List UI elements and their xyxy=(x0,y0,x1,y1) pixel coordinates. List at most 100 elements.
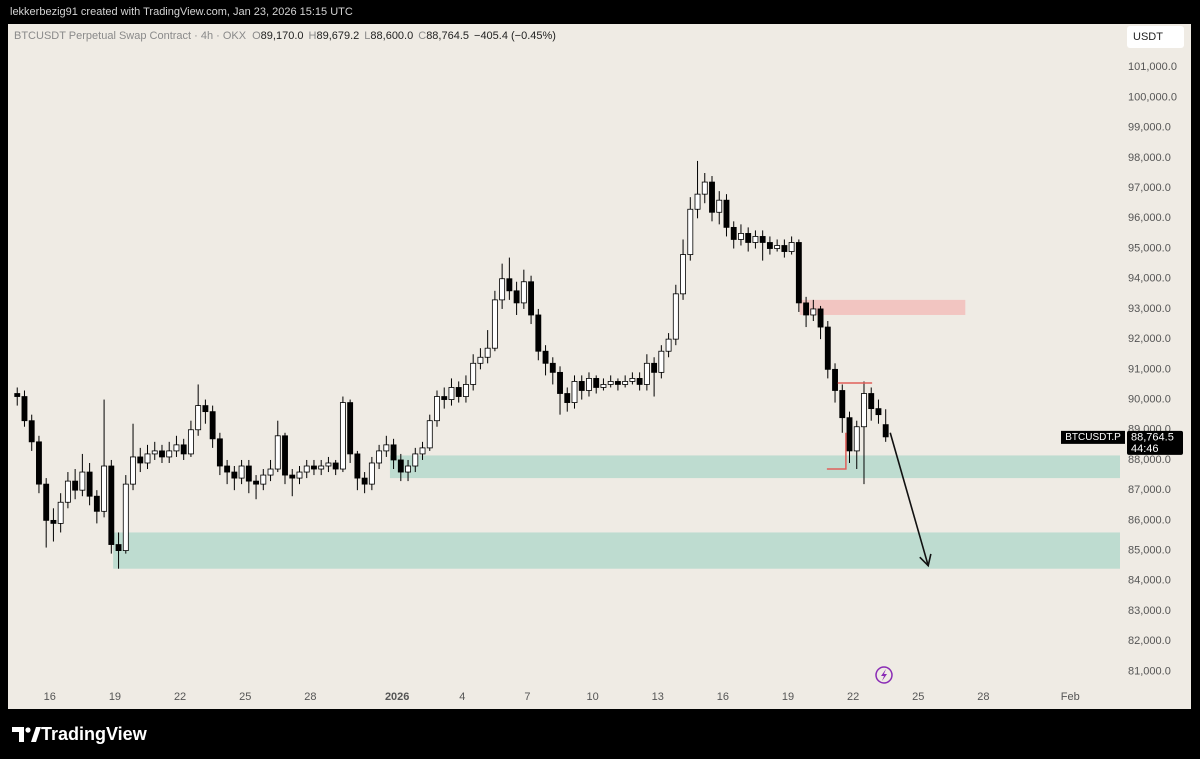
y-tick-label: 81,000.0 xyxy=(1128,665,1171,677)
candle-body xyxy=(622,381,629,385)
candle-body xyxy=(93,495,100,512)
candle-body xyxy=(658,350,665,373)
candle-body xyxy=(209,411,216,440)
candle-body xyxy=(542,350,549,364)
candle-body xyxy=(593,378,600,388)
candle-body xyxy=(21,396,28,422)
candle-body xyxy=(463,384,469,397)
y-tick-label: 91,000.0 xyxy=(1128,363,1171,375)
change: −405.4 (−0.45%) xyxy=(474,30,556,42)
candle-body xyxy=(173,444,180,452)
candle-body xyxy=(774,245,781,249)
candle-body xyxy=(861,393,867,428)
candle-body xyxy=(434,396,440,422)
symbol: BTCUSDT Perpetual Swap Contract · 4h · O… xyxy=(14,30,247,42)
candle-body xyxy=(36,441,42,485)
candle-body xyxy=(231,471,238,479)
x-tick-label: 16 xyxy=(717,691,729,703)
candle-body xyxy=(361,477,368,485)
candle-body xyxy=(303,465,310,473)
chart-panel xyxy=(8,24,1191,709)
logo-part xyxy=(25,727,31,733)
o-value: 89,170.0 xyxy=(261,30,304,42)
y-tick-label: 98,000.0 xyxy=(1128,152,1171,164)
candle-body xyxy=(832,368,838,391)
candle-body xyxy=(499,278,506,301)
x-tick-label: 28 xyxy=(977,691,989,703)
candle-body xyxy=(50,519,57,524)
candle-body xyxy=(253,480,259,485)
currency-button[interactable] xyxy=(1127,26,1184,48)
candle-body xyxy=(752,236,759,243)
candle-body xyxy=(368,462,375,485)
event-icon[interactable] xyxy=(875,666,893,684)
candle-body xyxy=(614,381,621,385)
candle-body xyxy=(694,193,701,210)
candle-body xyxy=(419,447,426,455)
candle-body xyxy=(788,242,795,252)
x-tick-label: 2026 xyxy=(385,691,409,703)
brand: TradingView xyxy=(41,724,148,744)
candle-body xyxy=(216,438,223,467)
candle-body xyxy=(557,371,563,394)
c-label: C xyxy=(418,30,426,42)
candle-body xyxy=(470,362,477,385)
y-tick-label: 101,000.0 xyxy=(1128,61,1177,73)
candle-body xyxy=(687,208,694,255)
x-tick-label: 25 xyxy=(912,691,924,703)
h-label: H xyxy=(309,30,317,42)
o-label: O xyxy=(252,30,261,42)
candle-body xyxy=(339,402,346,470)
credit: lekkerbezig91 created with TradingView.c… xyxy=(10,6,353,18)
candle-body xyxy=(665,338,672,352)
candle-body xyxy=(578,381,585,391)
candle-body xyxy=(383,444,390,452)
x-tick-label: 19 xyxy=(109,691,121,703)
zone xyxy=(799,299,966,315)
candle-body xyxy=(289,474,296,479)
candle-body xyxy=(803,302,810,316)
zone xyxy=(389,455,1120,479)
candle-body xyxy=(267,468,274,476)
candle-body xyxy=(477,356,484,364)
candle-body xyxy=(311,465,317,470)
bolt xyxy=(881,669,887,681)
candle-body xyxy=(296,471,303,479)
candle-body xyxy=(868,393,875,410)
candle-body xyxy=(738,233,744,240)
l-value: 88,600.0 xyxy=(370,30,413,42)
arrow xyxy=(889,432,929,566)
arrow-head xyxy=(919,553,932,568)
candle-body xyxy=(318,465,325,470)
candle-body xyxy=(680,254,686,295)
candle-body xyxy=(245,465,252,482)
candle-body xyxy=(535,314,542,352)
candle-body xyxy=(506,278,513,292)
candle-body xyxy=(701,181,708,195)
y-tick-label: 94,000.0 xyxy=(1128,273,1171,285)
symbol-tag xyxy=(1061,430,1125,444)
candle-body xyxy=(332,462,339,470)
candle-body xyxy=(130,456,136,485)
candle-body xyxy=(636,378,643,385)
y-tick-label: 95,000.0 xyxy=(1128,242,1171,254)
c-value: 88,764.5 xyxy=(426,30,469,42)
candle-body xyxy=(282,435,288,476)
x-tick-label: 22 xyxy=(174,691,186,703)
candle-body xyxy=(571,381,578,403)
candle-body xyxy=(853,426,860,452)
candle-body xyxy=(709,181,715,213)
y-tick-label: 83,000.0 xyxy=(1128,605,1171,617)
candle-body xyxy=(586,378,592,391)
x-tick-label: 13 xyxy=(652,691,664,703)
x-tick-label: 16 xyxy=(44,691,56,703)
candle-body xyxy=(180,444,187,455)
drawn-line xyxy=(826,432,847,470)
x-tick-label: 25 xyxy=(239,691,251,703)
x-tick-label: 28 xyxy=(304,691,316,703)
candle-body xyxy=(817,308,824,328)
candle-body xyxy=(412,453,419,467)
candle-body xyxy=(723,199,730,228)
candle-body xyxy=(86,471,93,497)
